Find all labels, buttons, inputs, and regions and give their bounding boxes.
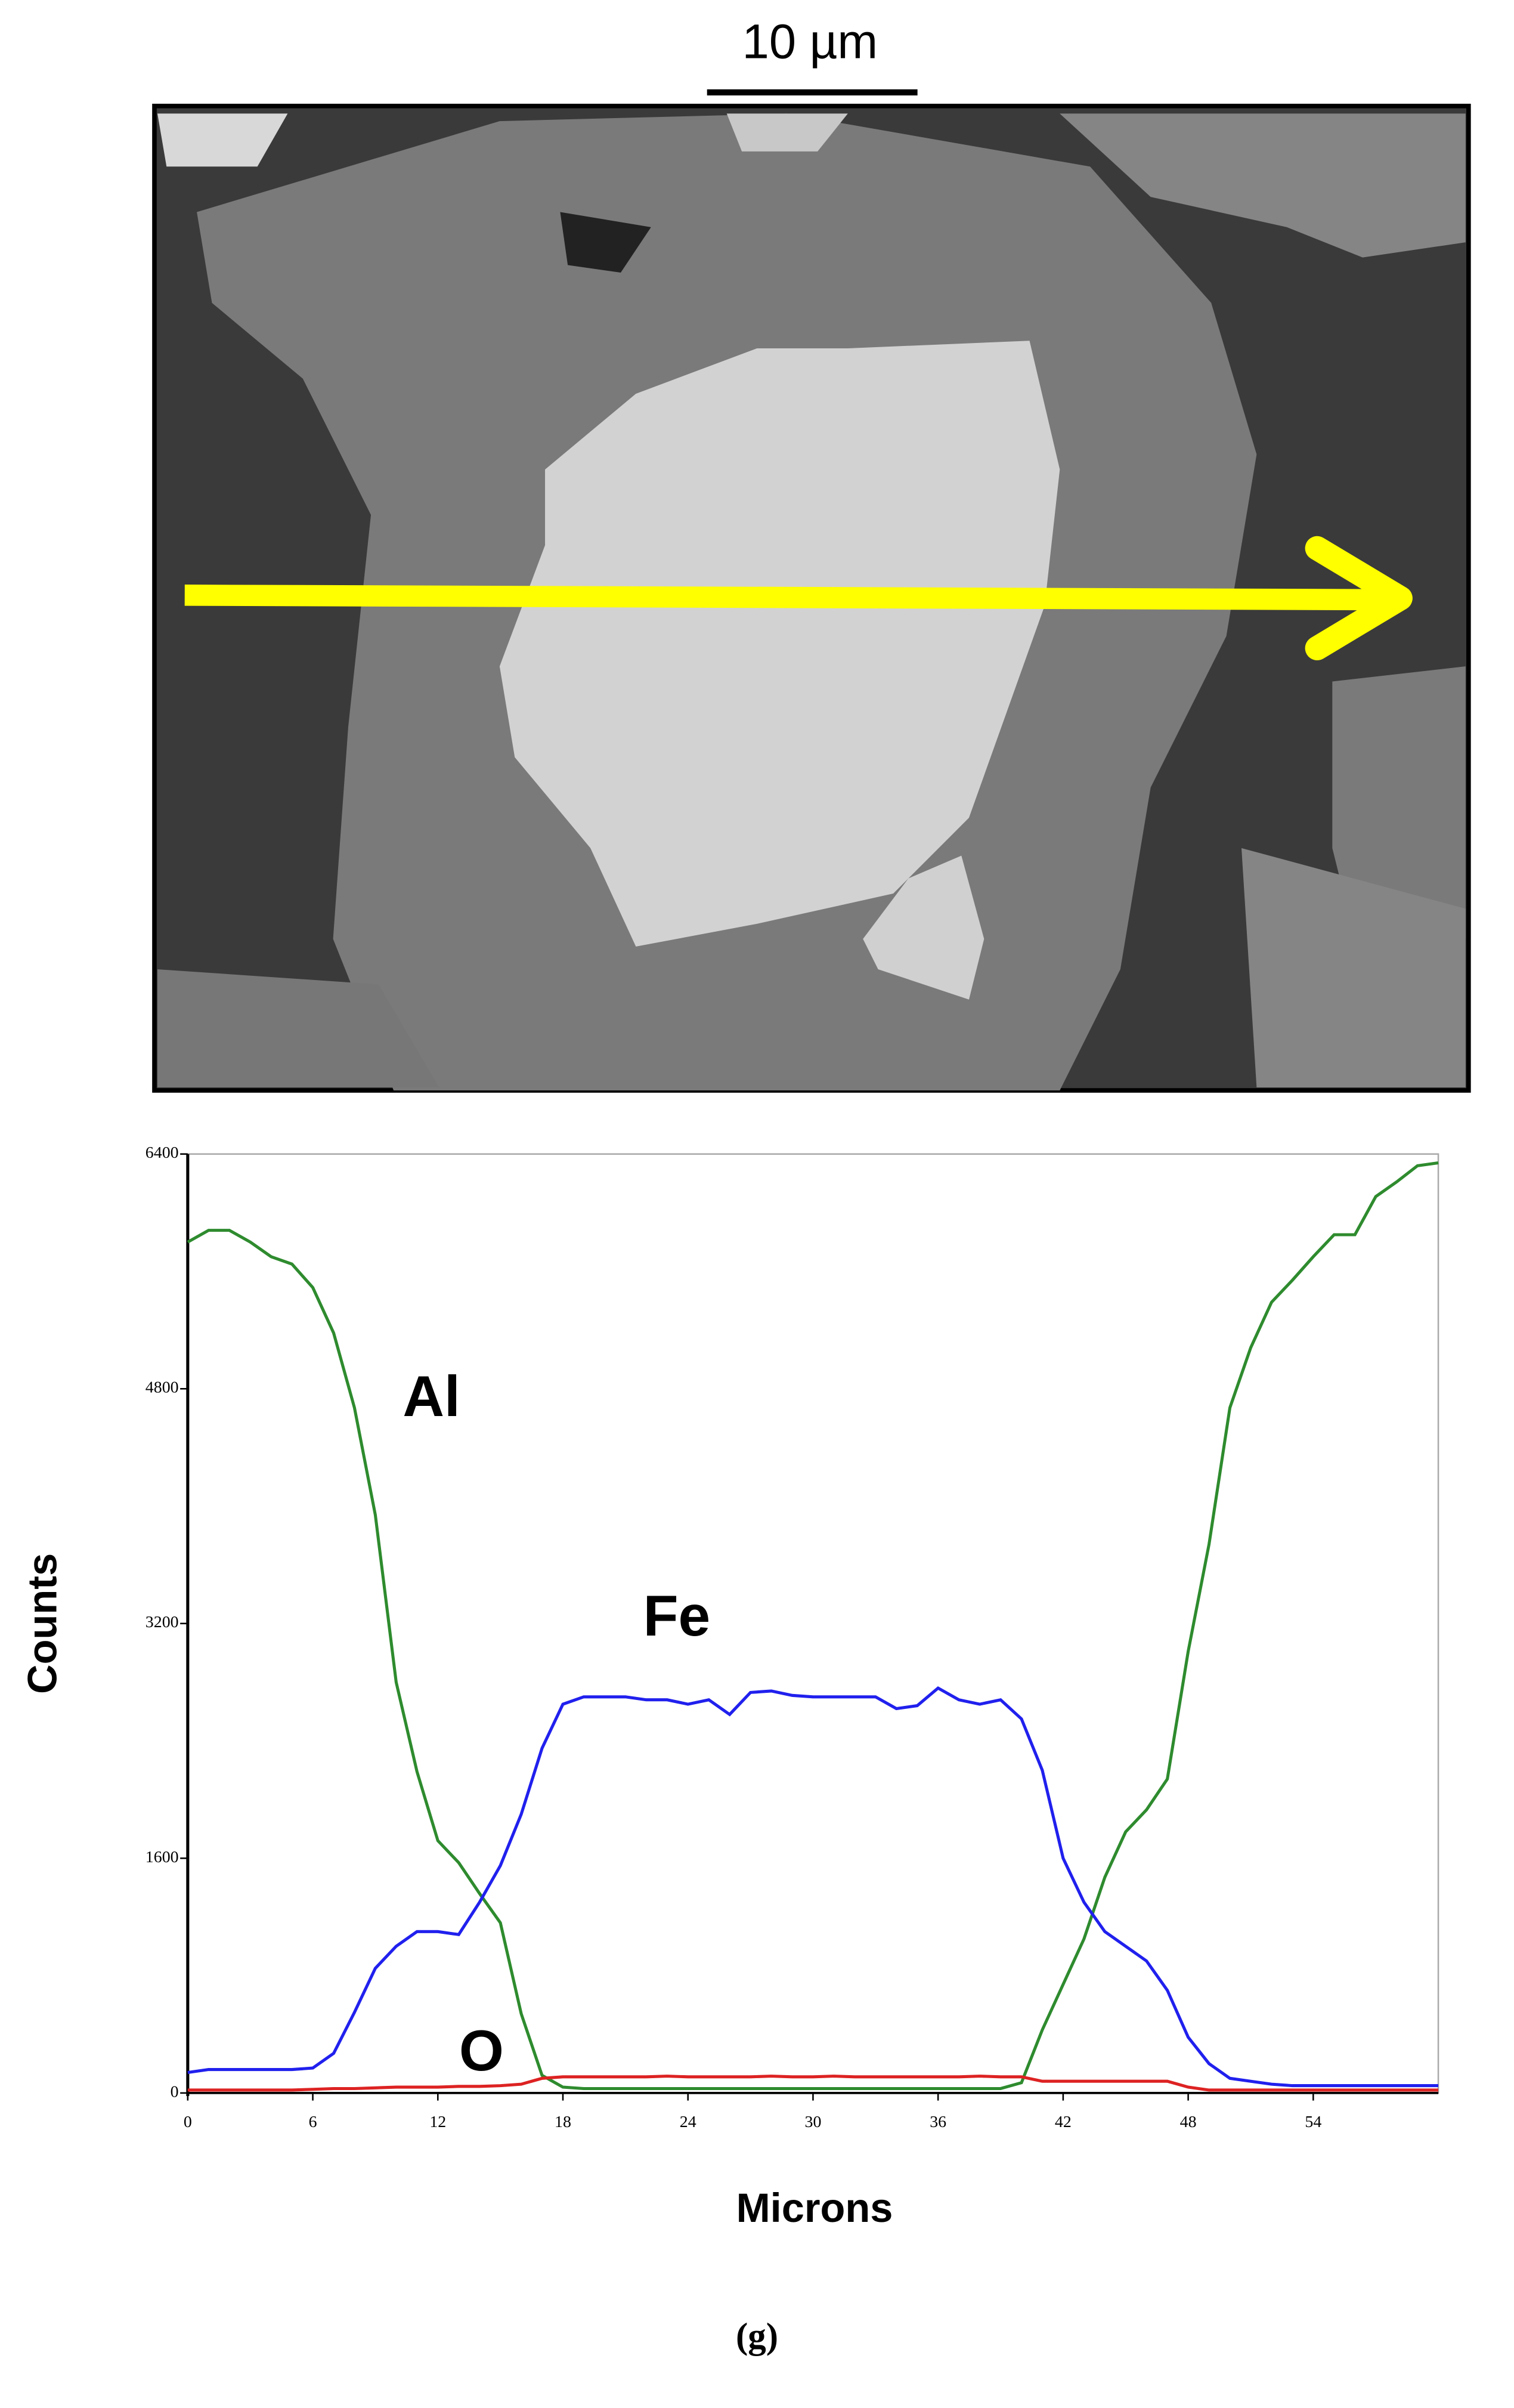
x-axis-label: Microns [736, 2185, 893, 2231]
series-label: O [459, 2019, 504, 2083]
x-tick-label: 36 [930, 2113, 946, 2131]
x-tick-label: 18 [555, 2113, 571, 2131]
data-line [187, 2075, 1439, 2092]
plot-frame [187, 1153, 1439, 2094]
panel-label: (g) [736, 2317, 778, 2357]
x-tick-label: 42 [1055, 2113, 1072, 2131]
y-tick-label: 0 [171, 2082, 179, 2101]
y-tick-label: 3200 [145, 1613, 179, 1631]
data-line [187, 1161, 1439, 2091]
x-tick-label: 54 [1305, 2113, 1321, 2131]
y-tick-label: 1600 [145, 1848, 179, 1866]
series-label: Fe [643, 1584, 711, 1648]
x-tick-label: 12 [429, 2113, 446, 2131]
y-tick-label: 4800 [145, 1378, 179, 1397]
y-axis-label: Counts [19, 1553, 65, 1694]
data-line [187, 1686, 1439, 2088]
x-tick-label: 48 [1180, 2113, 1197, 2131]
x-tick-label: 30 [804, 2113, 821, 2131]
x-tick-label: 6 [309, 2113, 317, 2131]
y-tick-label: 6400 [145, 1143, 179, 1162]
x-tick-label: 24 [680, 2113, 696, 2131]
series-label: Al [403, 1365, 460, 1429]
scale-bar-label: 10 µm [742, 15, 878, 69]
sem-image [152, 103, 1471, 1093]
x-tick-label: 0 [184, 2113, 192, 2131]
